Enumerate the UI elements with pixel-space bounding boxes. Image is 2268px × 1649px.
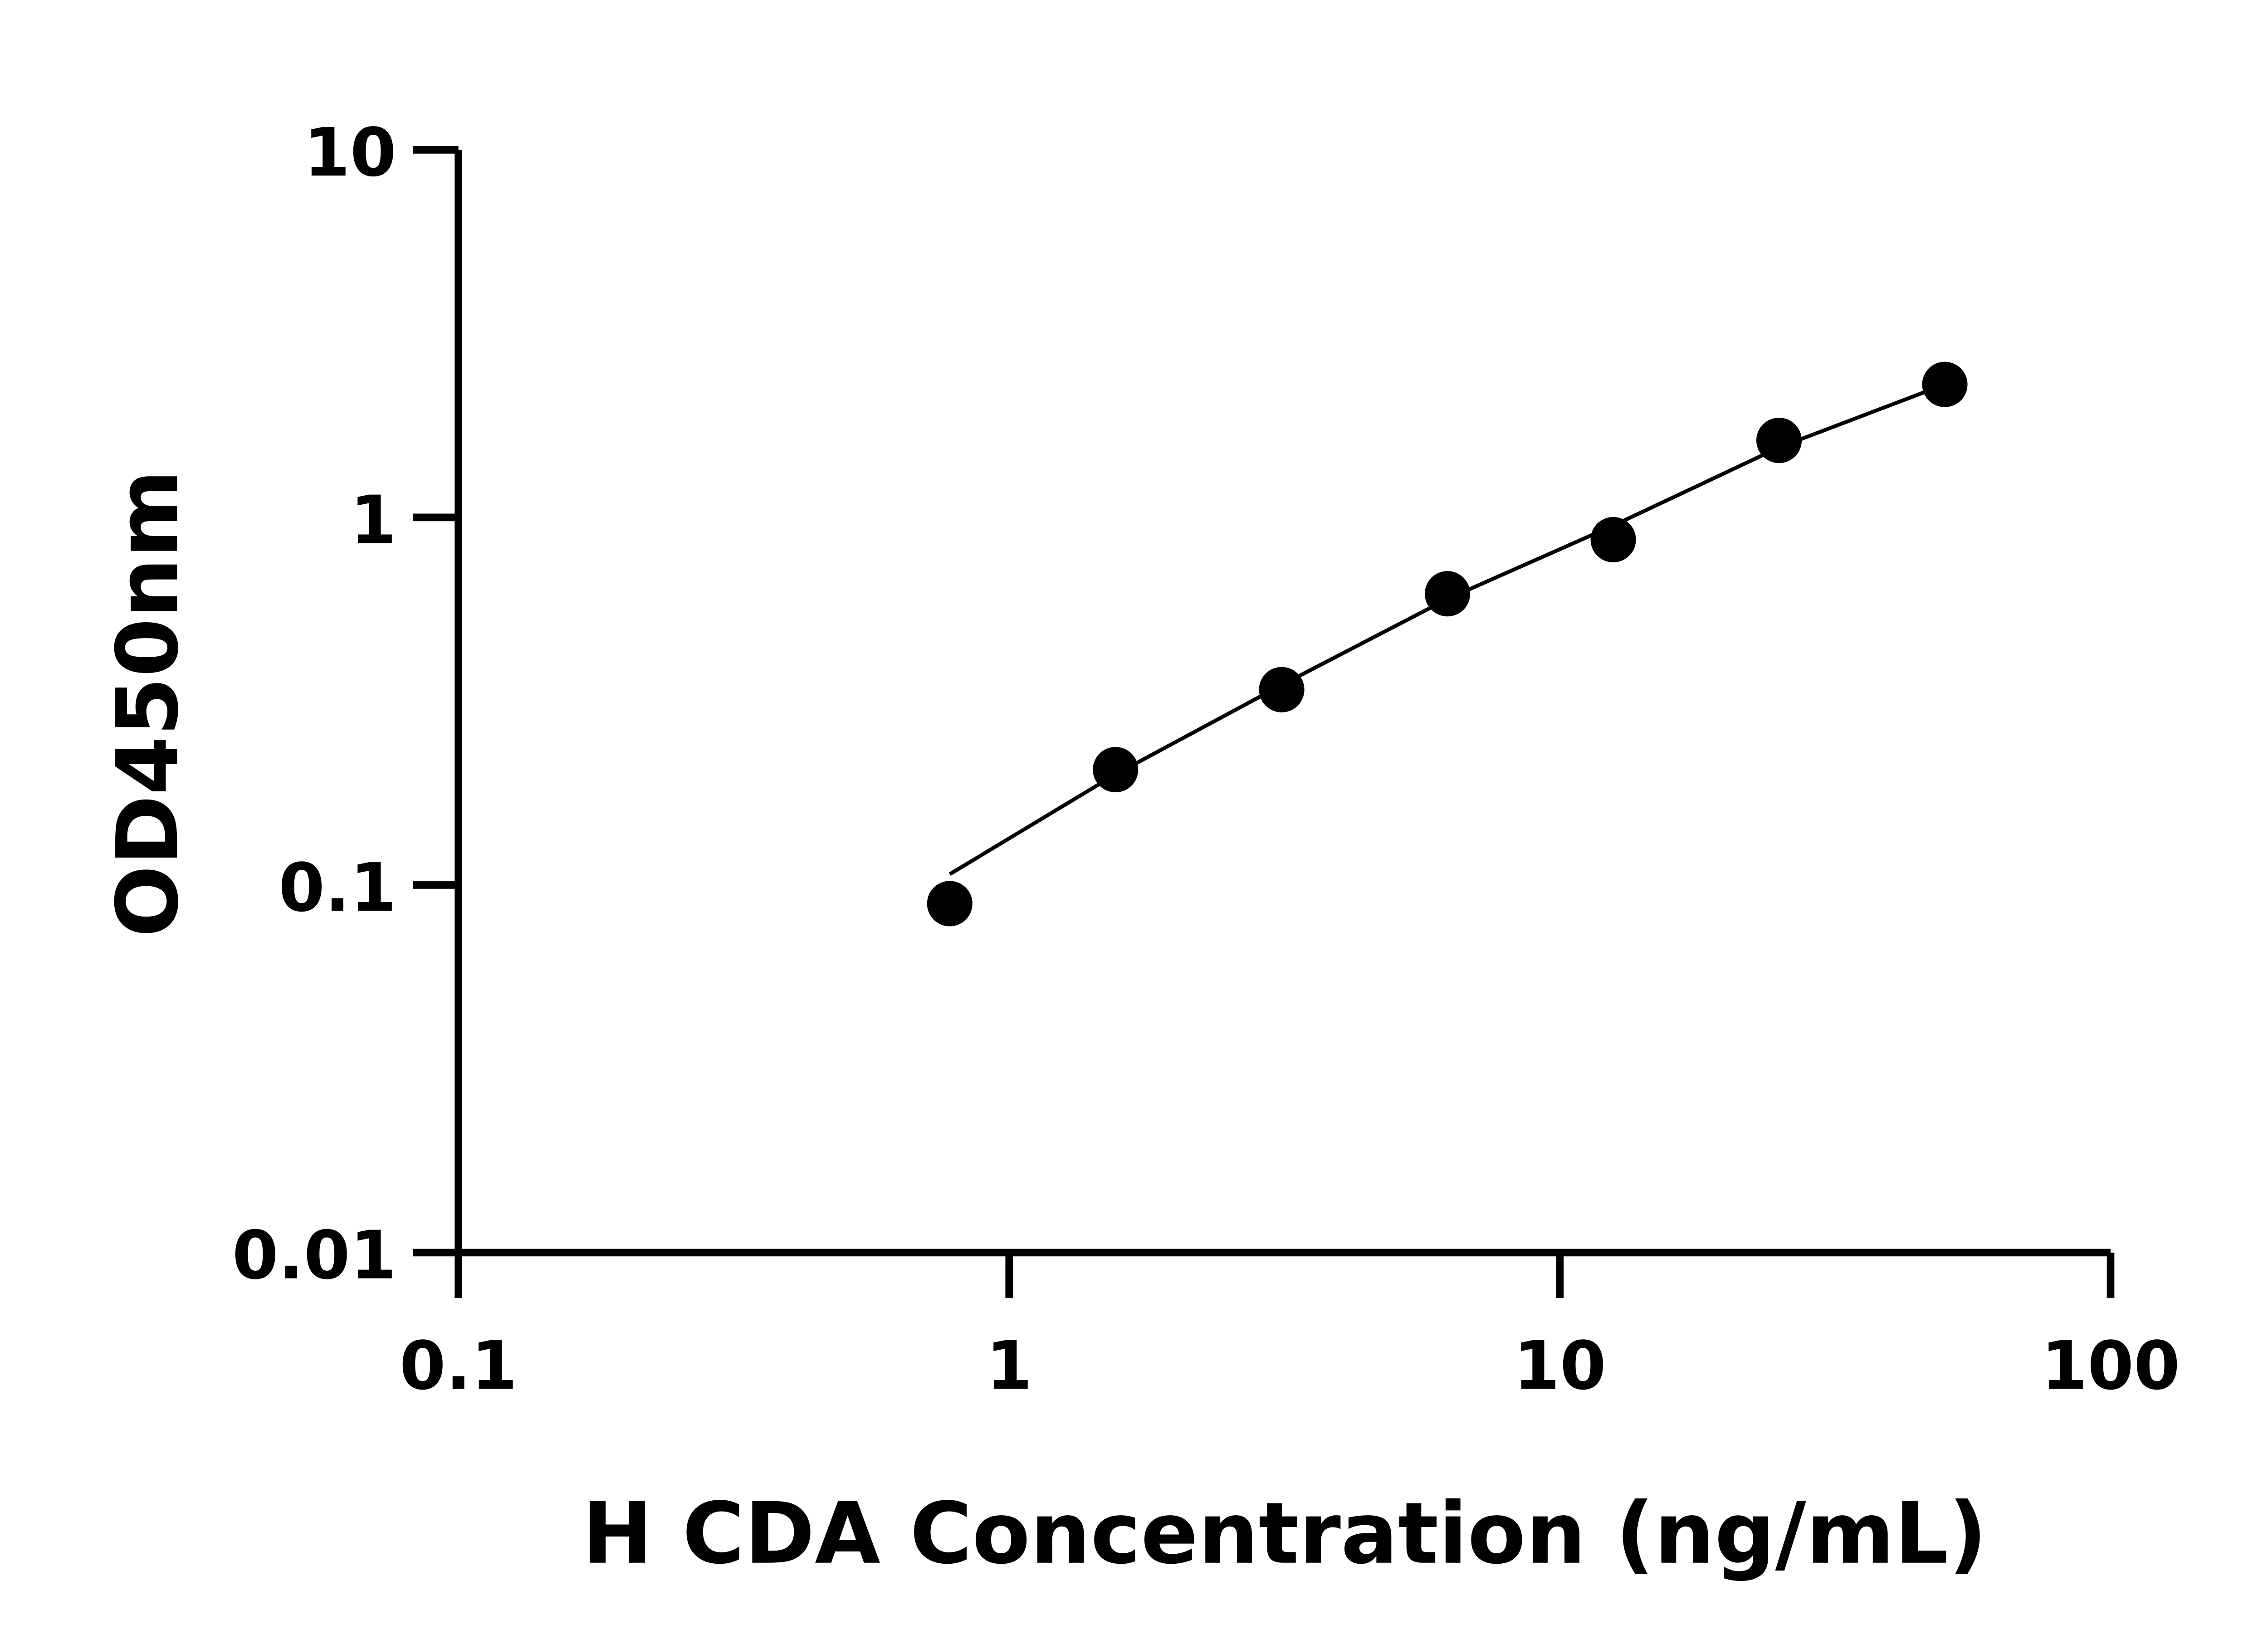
data-point bbox=[1425, 571, 1471, 617]
data-point bbox=[1590, 517, 1636, 562]
y-tick-label: 0.1 bbox=[279, 849, 396, 927]
data-point bbox=[1922, 361, 1968, 407]
x-tick-label: 100 bbox=[2041, 1327, 2180, 1405]
y-tick-label: 10 bbox=[304, 114, 396, 191]
data-point bbox=[1093, 746, 1139, 793]
fit-curve bbox=[948, 382, 1945, 876]
data-point bbox=[1756, 418, 1802, 463]
y-axis-label: OD450nm bbox=[99, 470, 197, 937]
y-tick-label: 1 bbox=[350, 482, 396, 559]
data-point bbox=[927, 881, 973, 927]
x-tick-label: 0.1 bbox=[400, 1327, 518, 1405]
data-points bbox=[927, 361, 1968, 927]
axes bbox=[413, 146, 2115, 1298]
x-tick-label: 1 bbox=[986, 1327, 1032, 1405]
x-axis-label: H CDA Concentration (ng/mL) bbox=[582, 1485, 1987, 1583]
x-tick-label: 10 bbox=[1514, 1327, 1606, 1405]
y-tick-label: 0.01 bbox=[232, 1217, 396, 1294]
data-point bbox=[1259, 667, 1305, 712]
